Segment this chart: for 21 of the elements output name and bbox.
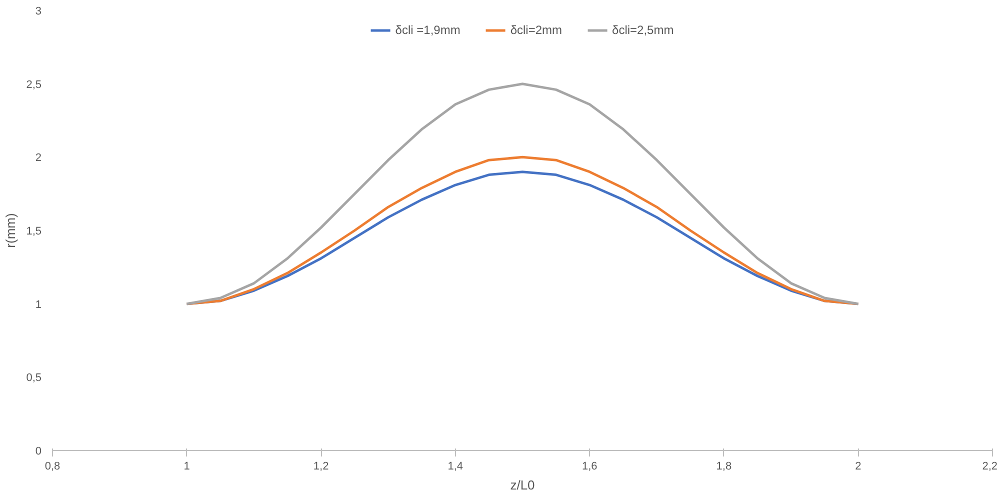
x-tick-label: 0,8 <box>44 460 60 472</box>
line-series <box>186 82 860 306</box>
y-tick-label: 2,5 <box>26 78 42 91</box>
y-tick-label: 3 <box>35 6 42 18</box>
x-tick-label: 1,2 <box>313 460 329 472</box>
y-tick-label: 0,5 <box>26 372 42 384</box>
x-tick-label: 2 <box>855 460 862 472</box>
y-tick-label: 1 <box>35 298 42 311</box>
y-tick-label: 0 <box>35 446 42 458</box>
x-tick-label: 1 <box>184 460 190 472</box>
x-tick-label: 1,6 <box>582 460 598 472</box>
x-tick-label: 1,8 <box>716 460 732 472</box>
x-axis-title: z/L0 <box>510 478 535 492</box>
y-tick-label: 2 <box>35 152 42 164</box>
y-axis-title: r(mm) <box>3 213 18 248</box>
x-tick-label: 2,2 <box>982 460 997 472</box>
legend-label: δcli =1,9mm <box>395 23 460 37</box>
x-tick-label: 1,4 <box>448 460 464 472</box>
y-tick-label: 1,5 <box>26 226 42 238</box>
legend-label: δcli=2mm <box>510 23 562 37</box>
legend-label: δcli=2,5mm <box>612 23 674 37</box>
